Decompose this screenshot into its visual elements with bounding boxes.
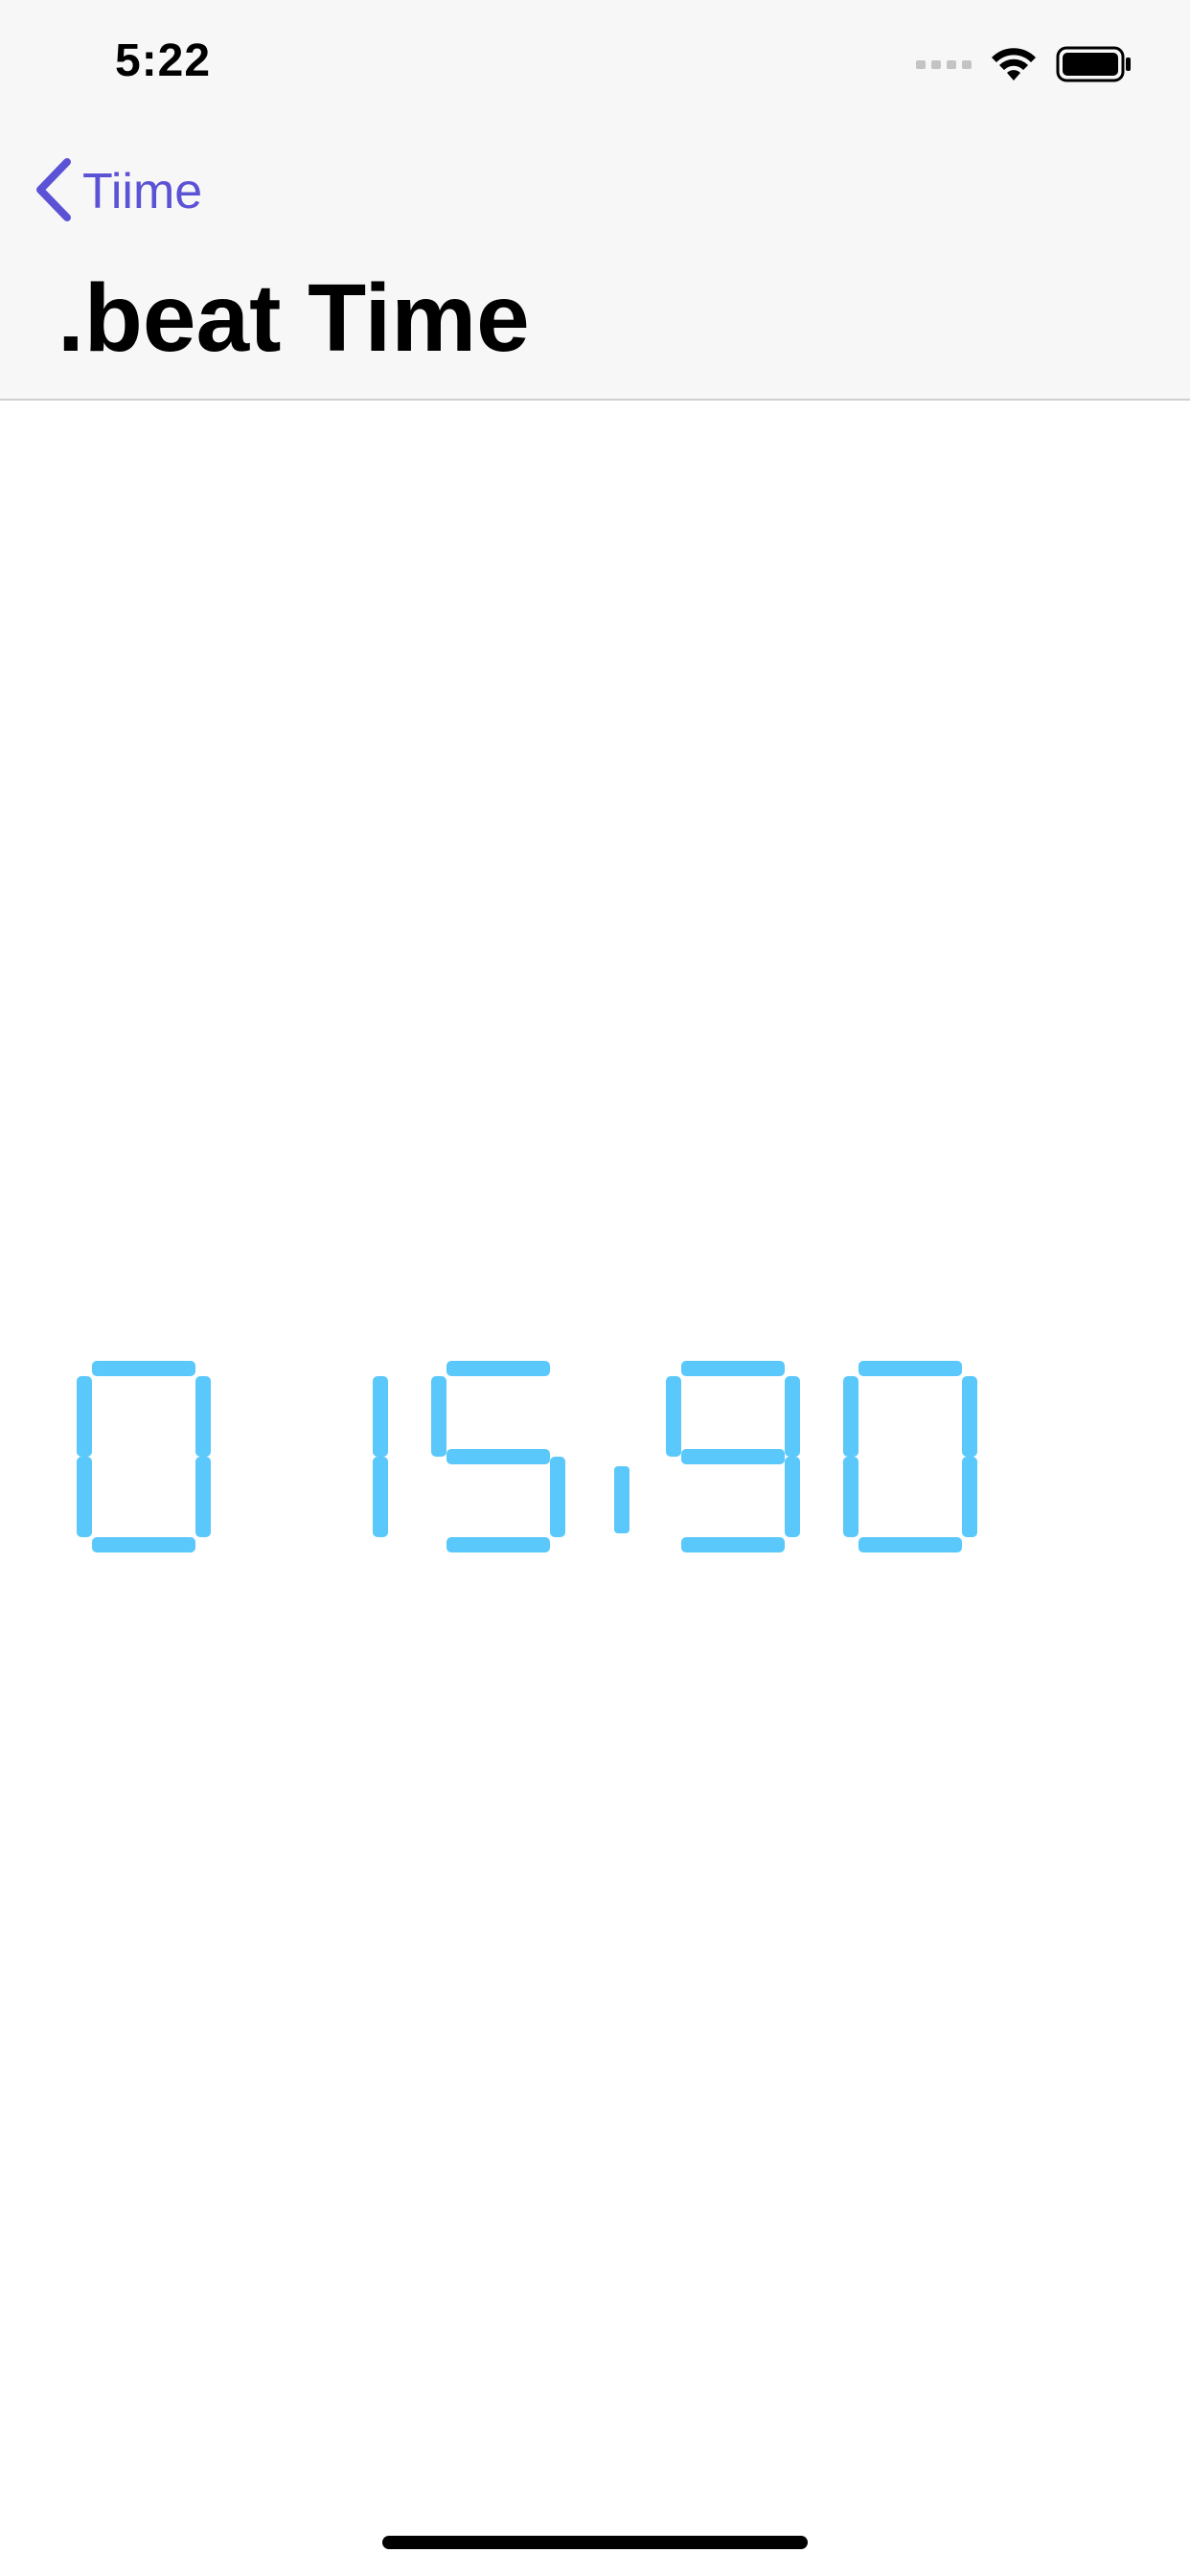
digit-segment-e [843, 1457, 858, 1537]
digit-segment-e [77, 1457, 92, 1537]
beat-time-display [67, 1342, 1131, 1572]
digit-segment-g [446, 1449, 550, 1464]
digit-segment-b [195, 1376, 211, 1457]
battery-icon [1056, 46, 1133, 87]
digit-segment-d [681, 1537, 785, 1552]
digit-segment-b [785, 1376, 800, 1457]
digit-segment-c [195, 1457, 211, 1537]
digit-segment-f [431, 1376, 446, 1457]
digit-segment-c [550, 1457, 565, 1537]
home-indicator[interactable] [382, 2536, 808, 2549]
back-button-label: Tiime [82, 164, 203, 219]
digit-segment-d [92, 1537, 195, 1552]
digit-segment-c [785, 1457, 800, 1537]
digit-segment-a [446, 1361, 550, 1376]
digit-segment-g [681, 1449, 785, 1464]
digit-segment-c [373, 1457, 388, 1537]
digit-segment-f [843, 1376, 858, 1457]
digit-segment-d [858, 1537, 962, 1552]
digit-segment-a [858, 1361, 962, 1376]
signal-dots-icon [916, 58, 972, 76]
digit-segment-f [666, 1376, 681, 1457]
digit-segment-a [681, 1361, 785, 1376]
chevron-left-icon [33, 156, 75, 228]
digit-segment-c [962, 1457, 977, 1537]
status-icons [916, 42, 1133, 90]
page-title: .beat Time [57, 264, 530, 372]
segment-display [77, 1361, 977, 1552]
digit-segment-b [373, 1376, 388, 1457]
navigation-bar: 5:22 [0, 0, 1190, 401]
wifi-icon [991, 46, 1037, 87]
decimal-point-segment [614, 1466, 629, 1533]
digit-segment-f [77, 1376, 92, 1457]
status-time: 5:22 [115, 35, 212, 86]
digit-segment-b [962, 1376, 977, 1457]
digit-segment-d [446, 1537, 550, 1552]
digit-segment-a [92, 1361, 195, 1376]
back-button[interactable]: Tiime [33, 153, 202, 230]
